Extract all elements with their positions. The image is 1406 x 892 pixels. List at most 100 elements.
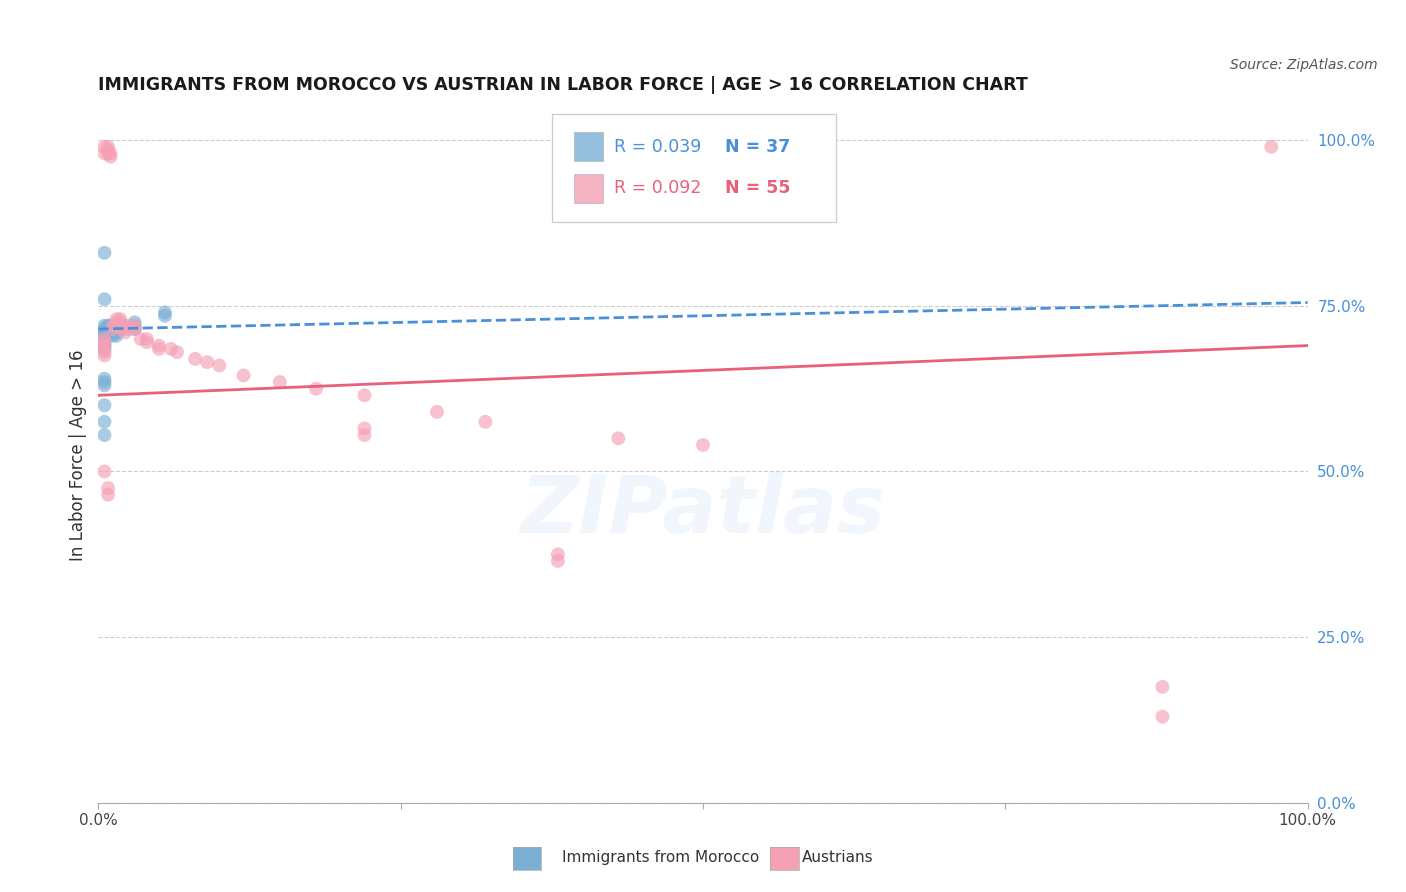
Point <box>153 309 176 323</box>
Y-axis label: In Labor Force | Age > 16: In Labor Force | Age > 16 <box>69 349 87 561</box>
Point <box>93 335 115 350</box>
Point <box>98 322 121 336</box>
Point <box>353 388 375 402</box>
Point <box>108 318 131 333</box>
Text: Immigrants from Morocco: Immigrants from Morocco <box>562 850 759 865</box>
Point <box>160 342 183 356</box>
Point <box>93 378 115 392</box>
Point <box>101 322 124 336</box>
Point <box>118 322 141 336</box>
Point <box>93 318 115 333</box>
Point <box>93 398 115 412</box>
Point <box>195 355 218 369</box>
Point <box>93 338 115 352</box>
Point <box>1152 680 1174 694</box>
Point <box>105 322 128 336</box>
Point <box>1260 140 1282 154</box>
Point <box>114 326 136 340</box>
Point <box>93 292 115 306</box>
Point <box>232 368 254 383</box>
FancyBboxPatch shape <box>574 132 603 161</box>
Point <box>97 318 120 333</box>
Point <box>692 438 714 452</box>
Point <box>124 318 146 333</box>
Point <box>93 372 115 386</box>
Point <box>101 328 124 343</box>
Point <box>93 335 115 350</box>
Point <box>97 322 120 336</box>
Point <box>108 322 131 336</box>
Point <box>97 481 120 495</box>
Point <box>547 547 569 561</box>
Point <box>305 382 328 396</box>
Point <box>108 312 131 326</box>
Point <box>97 146 120 161</box>
FancyBboxPatch shape <box>574 174 603 203</box>
Point <box>93 338 115 352</box>
Point <box>426 405 449 419</box>
Text: ZIPatlas: ZIPatlas <box>520 472 886 549</box>
Point <box>101 326 124 340</box>
Text: N = 37: N = 37 <box>724 137 790 156</box>
Point <box>184 351 207 366</box>
Point <box>93 415 115 429</box>
Point <box>93 332 115 346</box>
Point <box>108 315 131 329</box>
Point <box>97 326 120 340</box>
Point <box>111 322 134 336</box>
Point <box>93 328 115 343</box>
Point <box>607 431 630 445</box>
Point <box>105 326 128 340</box>
Point <box>148 338 170 352</box>
Point <box>111 318 134 333</box>
Point <box>135 335 157 350</box>
Point <box>93 428 115 442</box>
Point <box>124 322 146 336</box>
Point <box>98 326 121 340</box>
Point <box>97 328 120 343</box>
Point <box>93 332 115 346</box>
Text: Source: ZipAtlas.com: Source: ZipAtlas.com <box>1230 58 1378 72</box>
Point <box>98 318 121 333</box>
Point <box>547 554 569 568</box>
Point <box>105 312 128 326</box>
Point <box>105 315 128 329</box>
Point <box>93 146 115 161</box>
Point <box>353 428 375 442</box>
Point <box>474 415 496 429</box>
Point <box>93 326 115 340</box>
Point <box>111 322 134 336</box>
Point <box>97 143 120 157</box>
Point <box>105 328 128 343</box>
Point <box>93 349 115 363</box>
Text: R = 0.039: R = 0.039 <box>613 137 702 156</box>
Point <box>108 318 131 333</box>
Point <box>269 375 291 389</box>
Point <box>118 318 141 333</box>
Point <box>1152 709 1174 723</box>
Point <box>166 345 188 359</box>
Point <box>208 359 231 373</box>
Point <box>93 345 115 359</box>
FancyBboxPatch shape <box>551 114 837 222</box>
Text: N = 55: N = 55 <box>724 179 790 197</box>
Point <box>93 140 115 154</box>
Point <box>93 342 115 356</box>
Point <box>93 245 115 260</box>
Point <box>153 305 176 319</box>
Point <box>101 318 124 333</box>
Point <box>93 375 115 389</box>
Point <box>97 488 120 502</box>
Point <box>353 421 375 435</box>
Point <box>93 342 115 356</box>
Point <box>129 332 152 346</box>
Point <box>93 465 115 479</box>
Point <box>124 315 146 329</box>
Point <box>100 150 122 164</box>
Text: R = 0.092: R = 0.092 <box>613 179 702 197</box>
Point <box>124 318 146 333</box>
Point <box>97 140 120 154</box>
Point <box>105 318 128 333</box>
Point <box>100 146 122 161</box>
Point <box>124 322 146 336</box>
